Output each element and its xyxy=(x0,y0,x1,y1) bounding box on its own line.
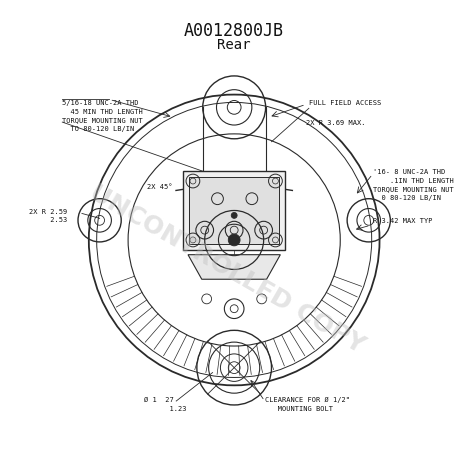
Text: R 3.42 MAX TYP: R 3.42 MAX TYP xyxy=(373,218,432,224)
Text: 2X R 2.59
     2.53: 2X R 2.59 2.53 xyxy=(29,209,67,223)
Text: CLEARANCE FOR Ø 1/2"
   MOUNTING BOLT: CLEARANCE FOR Ø 1/2" MOUNTING BOLT xyxy=(264,397,350,412)
Bar xyxy=(189,177,279,244)
Text: 2X R 3.69 MAX.: 2X R 3.69 MAX. xyxy=(306,120,365,126)
Polygon shape xyxy=(188,255,280,279)
Text: '16- 8 UNC-2A THD
    .1IN THD LENGTH
TORQUE MOUNTING NUT
  0 80-120 LB/IN: '16- 8 UNC-2A THD .1IN THD LENGTH TORQUE… xyxy=(373,169,454,201)
Text: Ø 1  27
      1.23: Ø 1 27 1.23 xyxy=(144,397,186,412)
Bar xyxy=(183,171,285,250)
Text: 5/16-18 UNC-2A THD
  45 MIN THD LENGTH
TORQUE MOUNTING NUT
  TO 80-120 LB/IN: 5/16-18 UNC-2A THD 45 MIN THD LENGTH TOR… xyxy=(62,101,143,132)
Text: Rear: Rear xyxy=(218,38,251,52)
Text: FULL FIELD ACCESS: FULL FIELD ACCESS xyxy=(309,101,381,106)
Circle shape xyxy=(231,212,237,219)
Text: A0012800JB: A0012800JB xyxy=(184,22,284,40)
Circle shape xyxy=(228,234,240,246)
Text: 2X 45°: 2X 45° xyxy=(147,184,172,190)
Text: UNCONTROLLED COPY: UNCONTROLLED COPY xyxy=(86,180,369,358)
